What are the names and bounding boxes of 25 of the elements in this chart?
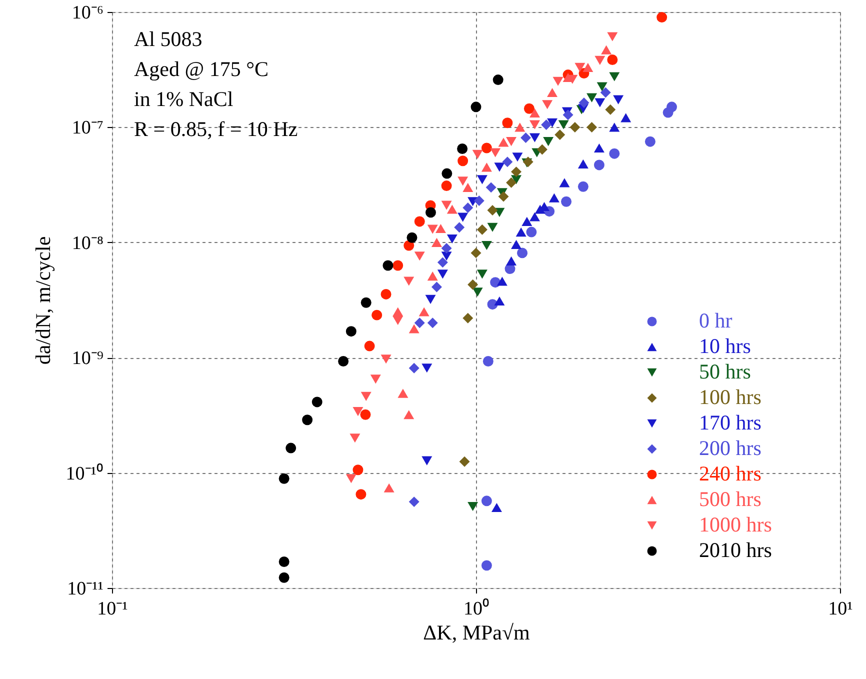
legend-label: 500 hrs (699, 487, 762, 511)
legend-label: 2010 hrs (699, 538, 772, 562)
annotation: Aged @ 175 °C (134, 57, 268, 81)
x-axis-title: ΔK, MPa√m (423, 620, 530, 644)
legend-label: 50 hrs (699, 360, 751, 384)
y-axis-title: da/dN, m/cycle (30, 236, 55, 365)
y-tick-label: 10⁻⁷ (72, 118, 104, 139)
annotation: in 1% NaCl (134, 87, 234, 111)
y-tick-label: 10⁻⁹ (72, 348, 104, 370)
legend-label: 10 hrs (699, 334, 751, 358)
y-tick-label: 10⁻¹¹ (67, 578, 104, 600)
legend-label: 1000 hrs (699, 512, 772, 536)
x-tick-label: 10¹ (828, 598, 854, 620)
legend-label: 170 hrs (699, 410, 762, 434)
x-tick-label: 10⁻¹ (97, 598, 128, 620)
annotation: R = 0.85, f = 10 Hz (134, 117, 298, 141)
annotation: Al 5083 (134, 27, 202, 51)
legend-label: 100 hrs (699, 385, 762, 409)
legend-label: 200 hrs (699, 436, 762, 460)
x-tick-label: 10⁰ (464, 598, 490, 620)
y-tick-label: 10⁻⁶ (72, 2, 104, 24)
y-tick-label: 10⁻¹⁰ (66, 462, 104, 484)
legend-label: 0 hr (699, 308, 732, 332)
y-tick-label: 10⁻⁸ (72, 232, 104, 254)
legend-label: 240 hrs (699, 462, 762, 486)
